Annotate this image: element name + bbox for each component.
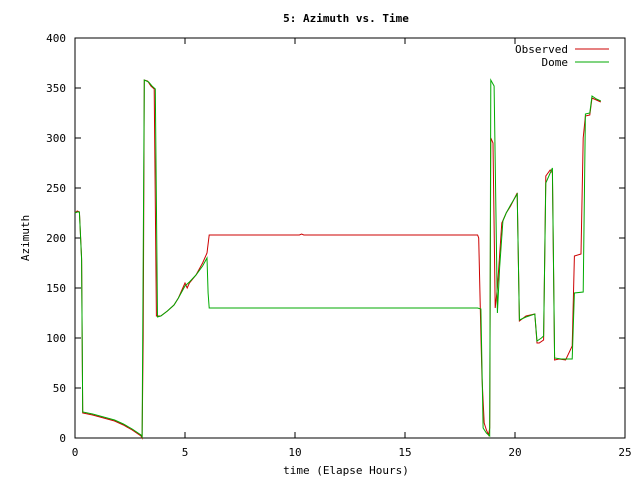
- chart-title: 5: Azimuth vs. Time: [283, 12, 409, 25]
- y-tick-label: 0: [59, 432, 66, 445]
- legend-label-dome: Dome: [542, 56, 569, 69]
- axis-ticks: 0 50 100 150 200 250 300 350 400 0 5 10 15 20 25: [46, 32, 632, 459]
- y-tick-label: 50: [53, 382, 66, 395]
- series-layer: [74, 78, 602, 440]
- y-tick-label: 200: [46, 232, 66, 245]
- legend-label-observed: Observed: [515, 43, 568, 56]
- series-line-observed: [74, 79, 602, 440]
- series-line-dome: [74, 78, 602, 439]
- x-tick-label: 5: [182, 446, 189, 459]
- x-tick-label: 20: [508, 446, 521, 459]
- x-axis-label: time (Elapse Hours): [283, 464, 409, 477]
- y-tick-label: 100: [46, 332, 66, 345]
- x-tick-label: 10: [288, 446, 301, 459]
- y-tick-label: 300: [46, 132, 66, 145]
- x-tick-label: 0: [72, 446, 79, 459]
- y-axis-label: Azimuth: [19, 215, 32, 261]
- plot-area: [74, 37, 626, 439]
- x-tick-label: 15: [398, 446, 411, 459]
- y-tick-label: 350: [46, 82, 66, 95]
- y-tick-label: 150: [46, 282, 66, 295]
- y-tick-label: 250: [46, 182, 66, 195]
- y-tick-label: 400: [46, 32, 66, 45]
- x-tick-label: 25: [618, 446, 631, 459]
